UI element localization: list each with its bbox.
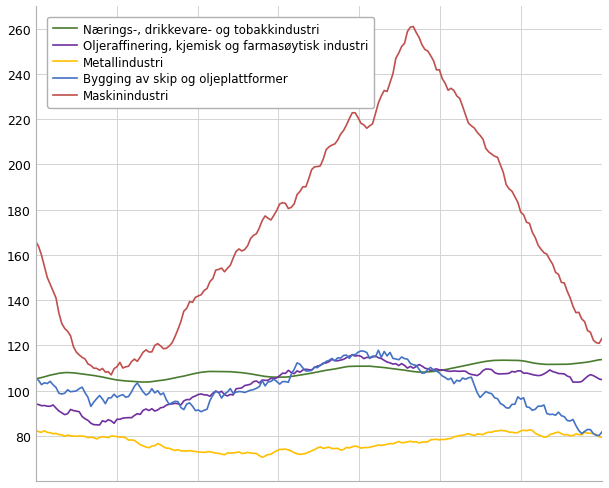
Line: Maskinindustri: Maskinindustri <box>36 27 602 375</box>
Line: Nærings-, drikkevare- og tobakkindustri: Nærings-, drikkevare- og tobakkindustri <box>36 360 602 382</box>
Metallindustri <box>526 427 533 433</box>
Nærings-, drikkevare- og tobakkindustri <box>566 362 574 367</box>
Oljeraffinering, kjemisk og farmasøytisk industri <box>55 408 63 414</box>
Oljeraffinering, kjemisk og farmasøytisk industri <box>354 353 362 359</box>
Bygging av skip og oljeplattformer <box>348 352 356 358</box>
Oljeraffinering, kjemisk og farmasøytisk industri <box>569 380 577 386</box>
Bygging av skip og oljeplattformer <box>375 347 382 353</box>
Nærings-, drikkevare- og tobakkindustri <box>55 370 63 376</box>
Metallindustri <box>55 432 63 438</box>
Maskinindustri <box>55 310 63 316</box>
Maskinindustri <box>415 36 423 41</box>
Nærings-, drikkevare- og tobakkindustri <box>412 369 420 375</box>
Bygging av skip og oljeplattformer <box>566 418 574 424</box>
Bygging av skip og oljeplattformer <box>189 404 196 409</box>
Metallindustri <box>32 427 40 433</box>
Line: Metallindustri: Metallindustri <box>36 430 602 457</box>
Legend: Nærings-, drikkevare- og tobakkindustri, Oljeraffinering, kjemisk og farmasøytis: Nærings-, drikkevare- og tobakkindustri,… <box>48 18 374 108</box>
Maskinindustri <box>351 111 359 117</box>
Metallindustri <box>412 439 420 445</box>
Maskinindustri <box>192 295 199 301</box>
Metallindustri <box>189 448 196 454</box>
Maskinindustri <box>108 372 115 378</box>
Nærings-, drikkevare- og tobakkindustri <box>351 364 359 369</box>
Oljeraffinering, kjemisk og farmasøytisk industri <box>599 377 606 383</box>
Bygging av skip og oljeplattformer <box>55 390 63 396</box>
Maskinindustri <box>523 220 530 226</box>
Nærings-, drikkevare- og tobakkindustri <box>32 376 40 382</box>
Nærings-, drikkevare- og tobakkindustri <box>139 379 147 385</box>
Metallindustri <box>599 434 606 440</box>
Oljeraffinering, kjemisk og farmasøytisk industri <box>96 422 104 428</box>
Bygging av skip og oljeplattformer <box>596 433 603 439</box>
Bygging av skip og oljeplattformer <box>412 363 420 368</box>
Line: Oljeraffinering, kjemisk og farmasøytisk industri: Oljeraffinering, kjemisk og farmasøytisk… <box>36 355 602 425</box>
Nærings-, drikkevare- og tobakkindustri <box>599 357 606 363</box>
Line: Bygging av skip og oljeplattformer: Bygging av skip og oljeplattformer <box>36 350 602 436</box>
Nærings-, drikkevare- og tobakkindustri <box>192 371 199 377</box>
Nærings-, drikkevare- og tobakkindustri <box>520 358 527 364</box>
Maskinindustri <box>569 304 577 309</box>
Metallindustri <box>520 427 527 433</box>
Metallindustri <box>259 454 266 460</box>
Bygging av skip og oljeplattformer <box>599 429 606 435</box>
Oljeraffinering, kjemisk og farmasøytisk industri <box>348 352 356 358</box>
Bygging av skip og oljeplattformer <box>520 395 527 401</box>
Oljeraffinering, kjemisk og farmasøytisk industri <box>523 370 530 376</box>
Metallindustri <box>569 433 577 439</box>
Maskinindustri <box>599 336 606 342</box>
Oljeraffinering, kjemisk og farmasøytisk industri <box>192 393 199 399</box>
Bygging av skip og oljeplattformer <box>32 375 40 381</box>
Maskinindustri <box>32 239 40 245</box>
Oljeraffinering, kjemisk og farmasøytisk industri <box>415 362 423 368</box>
Maskinindustri <box>410 24 417 30</box>
Oljeraffinering, kjemisk og farmasøytisk industri <box>32 401 40 407</box>
Metallindustri <box>351 443 359 449</box>
